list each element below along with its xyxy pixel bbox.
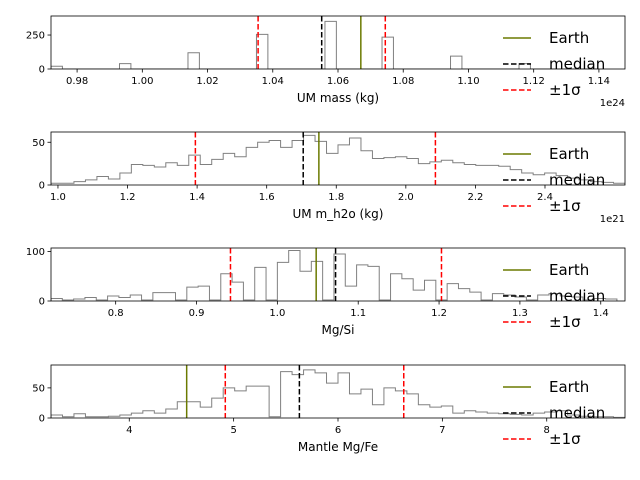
subplot-3: 0.8 0.9 1.0 1.1 1.2 1.3 1.4 0 100 Mg/Si Earth media…	[26, 247, 626, 337]
histogram-series	[51, 134, 625, 185]
y-tick-label: 50	[32, 138, 45, 149]
y-tick-label: 0	[39, 181, 45, 192]
x-tick-label: 1.06	[327, 76, 349, 87]
x-tick-label: 1.10	[457, 76, 479, 87]
x-tick-label: 2.2	[467, 192, 483, 203]
x-tick-label: 7	[439, 425, 445, 436]
legend-median-label: median	[549, 287, 605, 305]
legend-median-label: median	[549, 55, 605, 73]
x-axis-label: UM mass (kg)	[297, 91, 379, 105]
legend-sigma-label: ±1σ	[549, 430, 581, 448]
x-tick-label: 1.3	[512, 308, 528, 319]
legend-sigma-label: ±1σ	[549, 81, 581, 99]
x-tick-label: 1.2	[120, 192, 136, 203]
legend-earth-label: Earth	[549, 145, 589, 163]
x-tick-label: 0.9	[189, 308, 205, 319]
x-tick-label: 1.0	[269, 308, 285, 319]
x-tick-label: 1.04	[262, 76, 284, 87]
x-tick-label: 0.98	[66, 76, 88, 87]
x-tick-label: 1.2	[431, 308, 447, 319]
x-tick-label: 1.0	[50, 192, 66, 203]
subplot-2: 1.0 1.2 1.4 1.6 1.8 2.0 2.2 2.4 0 50 UM m_h2o (kg)…	[32, 131, 626, 225]
histogram-series	[51, 20, 599, 69]
x-tick-label: 2.4	[537, 192, 553, 203]
legend-earth-label: Earth	[549, 261, 589, 279]
axes-frame	[50, 15, 626, 70]
x-tick-label: 1.8	[328, 192, 344, 203]
x-axis-label: Mantle Mg/Fe	[298, 440, 378, 454]
x-tick-label: 1.12	[523, 76, 545, 87]
y-tick-label: 250	[26, 31, 45, 42]
y-tick-label: 50	[32, 383, 45, 394]
x-tick-label: 4	[126, 425, 132, 436]
offset-text: 1e21	[600, 214, 625, 225]
x-tick-label: 2.0	[398, 192, 414, 203]
histogram-series	[51, 369, 625, 418]
subplot-1: 0.98 1.00 1.02 1.04 1.06 1.08 1.10 1.12 1.14 0 250…	[26, 15, 626, 109]
y-tick-label: 0	[39, 65, 45, 76]
x-tick-label: 1.08	[392, 76, 414, 87]
y-tick-label: 0	[39, 414, 45, 425]
offset-text: 1e24	[600, 98, 625, 109]
legend-earth-label: Earth	[549, 378, 589, 396]
subplot-4: 4 5 6 7 8 0 50 Mantle Mg/Fe Earth median ±1σ	[32, 364, 626, 454]
x-tick-label: 1.4	[593, 308, 609, 319]
x-tick-label: 1.4	[189, 192, 205, 203]
legend-sigma-label: ±1σ	[549, 197, 581, 215]
x-tick-label: 1.00	[131, 76, 153, 87]
x-tick-label: 1.02	[196, 76, 218, 87]
x-axis-label: UM m_h2o (kg)	[293, 207, 384, 221]
y-tick-label: 0	[39, 297, 45, 308]
x-axis-label: Mg/Si	[322, 323, 355, 337]
x-tick-label: 8	[544, 425, 550, 436]
x-tick-label: 0.8	[108, 308, 124, 319]
axes-frame	[50, 131, 626, 186]
x-tick-label: 1.1	[350, 308, 366, 319]
x-tick-label: 6	[335, 425, 341, 436]
histogram-series	[51, 249, 618, 301]
legend-sigma-label: ±1σ	[549, 313, 581, 331]
x-tick-label: 5	[230, 425, 236, 436]
y-tick-label: 100	[26, 247, 45, 258]
legend-median-label: median	[549, 404, 605, 422]
x-tick-label: 1.14	[588, 76, 610, 87]
legend-median-label: median	[549, 171, 605, 189]
axes-frame	[50, 247, 626, 302]
x-tick-label: 1.6	[259, 192, 275, 203]
legend-earth-label: Earth	[549, 29, 589, 47]
